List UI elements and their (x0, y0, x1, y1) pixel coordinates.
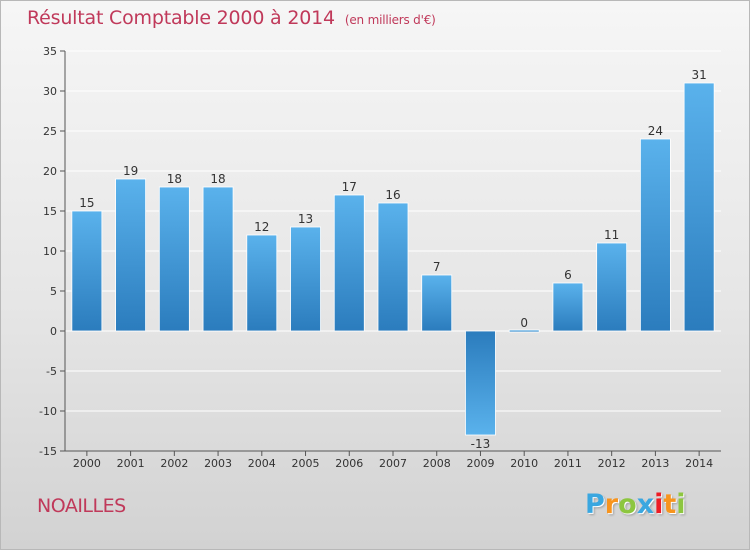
bar-2003[interactable] (202, 186, 234, 332)
bar-2005[interactable] (290, 226, 321, 332)
x-tick-label: 2010 (510, 457, 538, 470)
value-label: 24 (648, 124, 663, 138)
x-tick-label: 2002 (160, 457, 188, 470)
value-label: 7 (433, 260, 441, 274)
bar-2014[interactable] (683, 82, 715, 332)
value-label: 19 (123, 164, 138, 178)
place-name: NOAILLES (37, 495, 126, 517)
value-label: 6 (564, 268, 572, 282)
proxiti-logo[interactable]: Proxiti (585, 489, 686, 520)
bar-2006[interactable] (333, 194, 365, 332)
logo-letter: i (676, 489, 686, 520)
y-tick-label: -15 (39, 445, 57, 458)
chart-title: Résultat Comptable 2000 à 2014 (en millie… (27, 7, 436, 29)
value-label: 11 (604, 228, 619, 242)
x-tick-label: 2005 (292, 457, 320, 470)
value-label: 16 (385, 188, 400, 202)
x-tick-label: 2009 (466, 457, 494, 470)
bar-2007[interactable] (377, 202, 409, 332)
x-tick-label: 2003 (204, 457, 232, 470)
value-label: 13 (298, 212, 313, 226)
x-tick-label: 2000 (73, 457, 101, 470)
y-tick-label: 30 (43, 85, 57, 98)
x-tick-label: 2001 (117, 457, 145, 470)
x-tick-label: 2004 (248, 457, 276, 470)
y-tick-label: 15 (43, 205, 57, 218)
value-label: 18 (167, 172, 182, 186)
y-tick-label: 35 (43, 45, 57, 58)
x-tick-label: 2011 (554, 457, 582, 470)
bar-2002[interactable] (158, 186, 190, 332)
value-label: 15 (79, 196, 94, 210)
chart-subtitle: (en milliers d'€) (344, 13, 436, 27)
logo-letter: o (618, 489, 637, 520)
y-tick-label: 10 (43, 245, 57, 258)
logo-letter: r (604, 489, 619, 520)
value-label: 31 (691, 68, 706, 82)
y-tick-label: 0 (50, 325, 57, 338)
value-label: 17 (342, 180, 357, 194)
value-label: 12 (254, 220, 269, 234)
y-tick-label: -5 (46, 365, 57, 378)
chart-title-text: Résultat Comptable 2000 à 2014 (27, 7, 335, 29)
logo-letter: P (585, 489, 605, 520)
x-tick-label: 2007 (379, 457, 407, 470)
x-tick-label: 2006 (335, 457, 363, 470)
bar-2004[interactable] (246, 234, 278, 332)
x-tick-label: 2008 (423, 457, 451, 470)
bar-2012[interactable] (596, 242, 628, 332)
value-label: 0 (520, 316, 528, 330)
bar-2009[interactable] (465, 330, 496, 436)
bar-2013[interactable] (640, 138, 671, 332)
logo-letter: x (636, 489, 655, 520)
x-tick-label: 2012 (598, 457, 626, 470)
y-tick-label: -10 (39, 405, 57, 418)
y-tick-label: 25 (43, 125, 57, 138)
value-label: -13 (471, 437, 491, 451)
y-tick-label: 20 (43, 165, 57, 178)
bar-2001[interactable] (115, 178, 146, 332)
x-tick-label: 2014 (685, 457, 713, 470)
value-label: 18 (210, 172, 225, 186)
logo-letter: i (654, 489, 664, 520)
bar-2011[interactable] (552, 282, 584, 332)
y-tick-label: 5 (50, 285, 57, 298)
logo-letter: t (663, 489, 677, 520)
bar-2000[interactable] (71, 210, 103, 332)
bar-2010[interactable] (508, 329, 540, 333)
x-tick-label: 2013 (641, 457, 669, 470)
bar-2008[interactable] (421, 274, 453, 332)
